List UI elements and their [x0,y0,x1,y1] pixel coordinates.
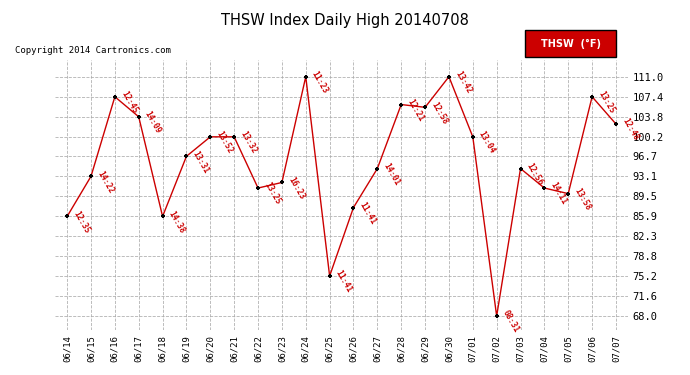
Point [467,134,478,140]
Text: THSW Index Daily High 20140708: THSW Index Daily High 20140708 [221,13,469,28]
Point [61,213,72,219]
Point [491,313,502,319]
Point [563,190,574,196]
Text: 14:01: 14:01 [382,161,402,187]
Text: 12:35: 12:35 [71,209,91,235]
Point [157,213,168,219]
Text: 13:58: 13:58 [573,186,593,212]
Text: 12:56: 12:56 [524,161,544,187]
Text: 13:04: 13:04 [477,129,497,155]
Point [515,165,526,171]
Point [372,165,383,171]
Text: 11:41: 11:41 [357,200,377,226]
Text: 12:21: 12:21 [405,97,425,123]
Point [133,114,144,120]
Point [205,134,216,140]
Point [181,153,192,159]
Text: 12:48: 12:48 [620,117,640,142]
Point [324,273,335,279]
FancyBboxPatch shape [525,30,616,57]
Text: 08:31: 08:31 [501,309,521,334]
Text: 13:25: 13:25 [596,90,616,115]
Point [420,104,431,110]
Text: 12:58: 12:58 [429,100,449,126]
Text: 13:42: 13:42 [453,69,473,95]
Point [611,121,622,127]
Text: 13:31: 13:31 [190,149,210,175]
Text: 13:52: 13:52 [215,129,235,155]
Point [109,94,120,100]
Point [86,173,97,179]
Point [277,180,288,186]
Point [253,185,264,191]
Text: 14:38: 14:38 [167,209,187,235]
Text: 13:32: 13:32 [238,129,258,155]
Point [444,74,455,80]
Point [539,185,550,191]
Text: 11:41: 11:41 [334,269,354,294]
Point [300,74,311,80]
Text: THSW  (°F): THSW (°F) [541,39,600,49]
Point [348,204,359,210]
Point [395,102,406,108]
Text: 12:45: 12:45 [119,90,139,115]
Text: 14:11: 14:11 [549,181,569,206]
Point [586,94,598,100]
Text: Copyright 2014 Cartronics.com: Copyright 2014 Cartronics.com [15,46,171,55]
Text: 16:23: 16:23 [286,175,306,201]
Text: 14:09: 14:09 [143,110,163,135]
Point [228,134,239,140]
Text: 11:23: 11:23 [310,69,330,95]
Text: 14:22: 14:22 [95,169,115,195]
Text: 13:25: 13:25 [262,181,282,206]
